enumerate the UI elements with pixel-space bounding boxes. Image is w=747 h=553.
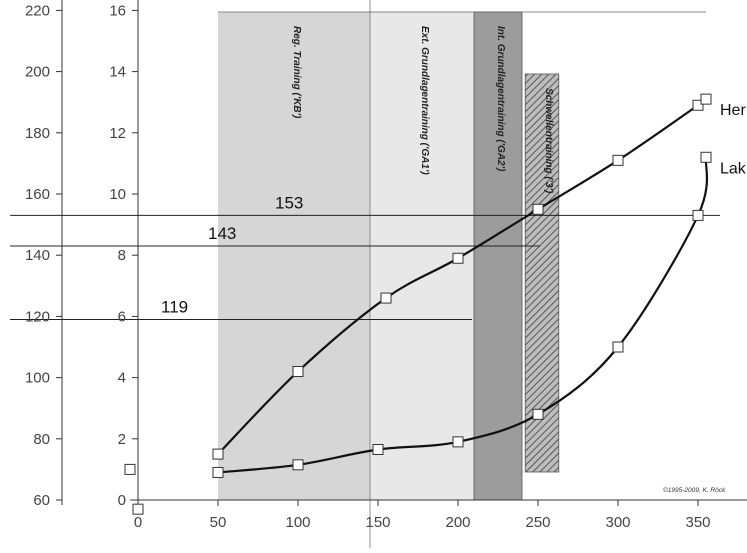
y-left-tick-label: 120 [25,308,50,325]
lactate-point [212,466,224,478]
y-left-tick-label: 60 [33,492,50,509]
heart-rate-point [612,154,624,166]
threshold-label-153: 153 [275,193,303,212]
y-left-tick-label: 180 [25,125,50,142]
lactate-curve [217,157,709,474]
y-left-tick-label: 200 [25,64,50,81]
threshold-label-119: 119 [161,297,188,316]
y-left-tick-label: 140 [25,247,50,264]
copyright-credit: ©1995-2009, K. Röck [663,486,726,494]
lactate-point [532,408,544,420]
y-left-tick-label: 160 [25,186,50,203]
y-right-tick-label: 6 [118,308,126,325]
y-right-tick-label: 0 [118,492,126,509]
lactate-point [292,459,304,471]
zone-ga2-label: Int. Grundlagentraining ('GA2') [495,26,506,172]
x-tick-label: 350 [685,514,710,531]
y-right-tick-label: 16 [109,2,126,19]
lactate-point [452,436,464,448]
heart-rate-point [532,203,544,215]
heart-rate-point [692,99,704,111]
heart-rate-point [700,93,712,105]
x-tick-label: 150 [365,514,390,531]
x-tick-label: 50 [210,514,227,531]
lactate-point [124,463,136,475]
heart-rate-point [452,252,464,264]
y-right-tick-label: 12 [109,125,126,142]
threshold-label-143: 143 [208,224,236,243]
heart-rate-point [292,365,304,377]
y-right-tick-label: 14 [109,64,126,81]
zone-schwelle-label: Schwellentraining ('3') [543,88,554,194]
x-tick-label: 0 [134,514,142,531]
extra-point [132,503,144,515]
x-tick-label: 250 [525,514,550,531]
lactate-series-label: Lak [720,160,747,177]
lactate-point [692,209,704,221]
lactate-point [372,444,384,456]
x-tick-label: 100 [285,514,310,531]
zone-ga1-label: Ext. Grundlagentraining ('GA1') [419,26,430,175]
x-tick-label: 300 [605,514,630,531]
lactate-point [612,341,624,353]
heart-rate-point [212,448,224,460]
y-left-tick-label: 100 [25,370,50,387]
lactate-point [700,151,712,163]
y-right-tick-label: 8 [118,247,126,264]
x-tick-label: 200 [445,514,470,531]
y-left-tick-label: 220 [25,2,50,19]
zone-kb [218,12,370,500]
heart-rate-point [380,292,392,304]
y-left-tick-label: 80 [33,431,50,448]
heart-rate-series-label: Her [720,102,746,119]
zone-kb-label: Reg. Training ('KB') [291,26,302,119]
y-right-tick-label: 10 [109,186,126,203]
y-right-tick-label: 2 [118,431,126,448]
y-right-tick-label: 4 [118,370,126,387]
